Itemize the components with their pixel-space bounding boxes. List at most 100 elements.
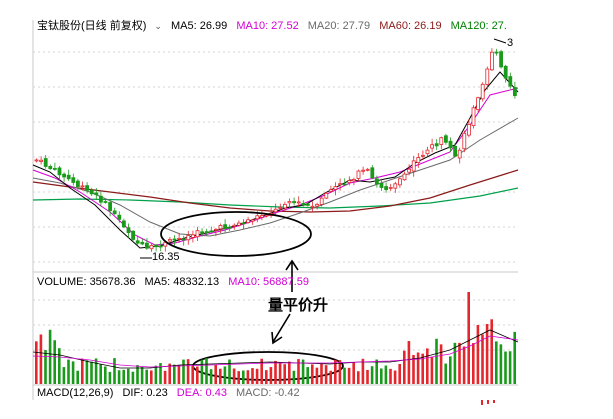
low-price-label: 16.35 [152, 251, 180, 263]
candle-body [204, 231, 209, 233]
volume-bar [53, 340, 56, 384]
volume-bar [255, 368, 259, 384]
candle-body [365, 168, 370, 171]
candle-body [259, 215, 264, 218]
candle-body [361, 169, 366, 172]
volume-bar [398, 363, 401, 384]
dif-value: DIF: 0.23 [122, 387, 168, 399]
candle-body [250, 219, 255, 222]
volume-bar [136, 365, 139, 384]
chevron-down-icon[interactable]: ⌄ [154, 21, 162, 31]
candle-body [448, 140, 453, 149]
candle-body [462, 132, 467, 150]
volume-bar [485, 324, 489, 384]
volume-bar [421, 353, 424, 384]
candle-body [466, 124, 471, 136]
candle-body [149, 244, 154, 250]
volume-bar [347, 367, 351, 384]
ma10-value: MA10: 27.52 [236, 20, 299, 32]
price-highlight-ellipse [160, 211, 312, 257]
volume-bar [306, 367, 309, 384]
volume-bar [458, 342, 461, 384]
volume-bar [163, 370, 167, 384]
candle-body [154, 244, 159, 248]
volume-bar [444, 363, 447, 384]
candle-body [181, 238, 186, 241]
candle-body [85, 185, 89, 191]
volume-bar [223, 366, 227, 384]
volume-bar [449, 356, 452, 384]
volume-bar [278, 362, 282, 384]
volume-bar [370, 366, 374, 384]
candle-body [273, 208, 278, 213]
volume-bar [228, 359, 231, 384]
candle-body [388, 186, 393, 189]
candle-body [53, 168, 57, 170]
dea-value: DEA: 0.43 [176, 387, 227, 399]
macd-header: MACD(12,26,9) DIF: 0.23 DEA: 0.43 MACD: … [37, 386, 306, 400]
volume-bar [462, 346, 466, 384]
volume-bar [159, 363, 162, 384]
candle-body [430, 144, 435, 149]
candle-body [76, 180, 80, 187]
volume-bar [67, 359, 70, 384]
volume-bar [150, 370, 153, 384]
volume-bar [324, 365, 328, 384]
volume-bar [81, 358, 84, 384]
candle-body [411, 160, 416, 172]
volume-bar [352, 362, 355, 384]
main-chart-header: 宝钛股份(日线 前复权) ⌄ MA5: 26.99 MA10: 27.52 MA2… [37, 19, 513, 33]
volume-bar [191, 365, 194, 384]
candle-body [301, 202, 306, 206]
stock-title[interactable]: 宝钛股份(日线 前复权) [37, 20, 147, 32]
candle-body [508, 76, 513, 87]
candle-body [333, 186, 338, 190]
volume-bar [315, 367, 319, 384]
candle-body [287, 201, 292, 204]
candle-body [94, 192, 99, 196]
volume-bar [205, 358, 208, 384]
candle-body [264, 214, 269, 217]
candle-body [342, 183, 347, 186]
candle-body [457, 149, 462, 159]
candle-body [407, 168, 412, 173]
volume-bar [209, 369, 213, 384]
candle-body [453, 145, 458, 157]
arrow-up [285, 259, 299, 292]
candle-body [513, 87, 517, 97]
volume-bar [62, 367, 66, 384]
volume-bar [196, 366, 199, 384]
candle-body [34, 159, 39, 162]
volume-bar [35, 341, 38, 384]
volume-bar [90, 361, 93, 384]
candle-body [144, 242, 149, 249]
volume-bar [99, 364, 102, 384]
candle-body [296, 201, 301, 204]
candle-body [71, 177, 76, 183]
volume-bar [412, 354, 415, 384]
candle-body [324, 192, 329, 199]
volume-bar [186, 359, 190, 384]
volume-bar [117, 370, 121, 384]
candle-body [305, 203, 310, 206]
volume-bar [108, 371, 112, 384]
volume-bar [182, 359, 185, 384]
volume-bar [384, 365, 388, 384]
candle-body [416, 157, 421, 163]
volume-bar [311, 364, 314, 384]
candle-body [236, 222, 241, 226]
candle-body [489, 51, 494, 71]
macd-value: MACD: -0.42 [236, 387, 300, 399]
volume-bar [104, 366, 107, 384]
candle-body [434, 143, 439, 147]
volume-bar [237, 371, 240, 384]
volume-bar [58, 348, 61, 384]
candle-body [379, 183, 384, 188]
volume-bar [320, 363, 323, 384]
volume-bar [343, 367, 346, 384]
volume-bar [508, 351, 512, 384]
candle-body [227, 226, 232, 229]
volume-bar [476, 324, 480, 384]
candle-body [177, 237, 182, 240]
